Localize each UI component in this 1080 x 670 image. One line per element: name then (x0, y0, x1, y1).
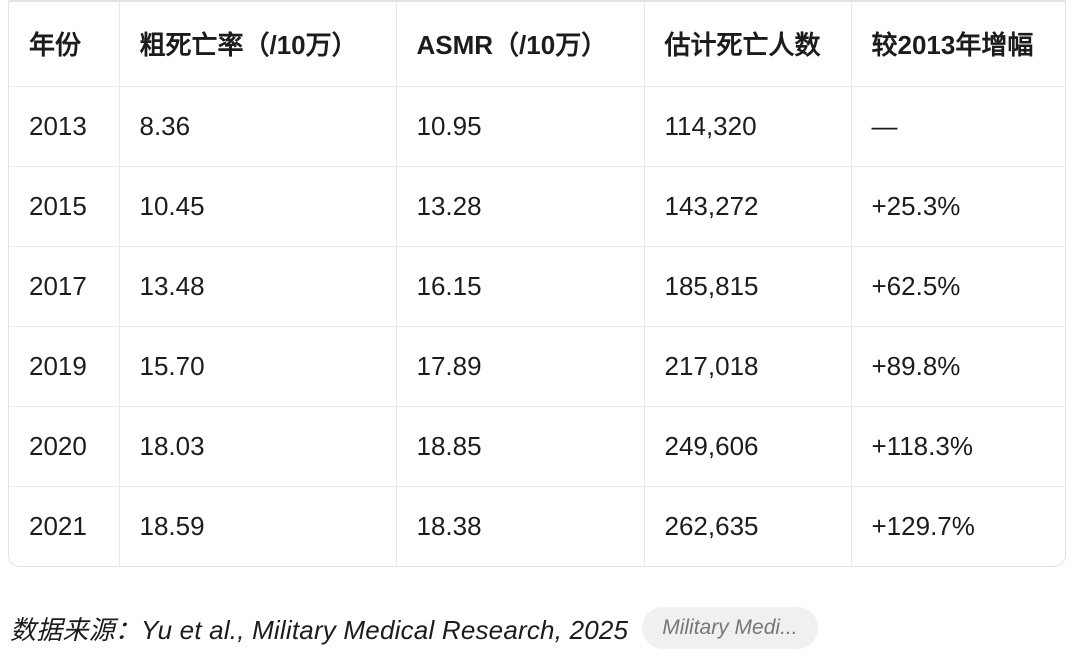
table-cell: +89.8% (851, 326, 1065, 407)
column-header: 估计死亡人数 (644, 2, 852, 87)
table-cell: 143,272 (644, 166, 852, 247)
table-cell: +25.3% (851, 166, 1065, 247)
table-cell: +62.5% (851, 246, 1065, 327)
table-cell: 18.38 (396, 486, 645, 566)
table-cell: 2017 (9, 246, 120, 327)
table-cell: 185,815 (644, 246, 852, 327)
table-row: 2021 18.59 18.38 262,635 +129.7% (9, 486, 1065, 566)
table-cell: 17.89 (396, 326, 645, 407)
citation-chip[interactable]: Military Medi... (642, 607, 818, 649)
table-row: 2017 13.48 16.15 185,815 +62.5% (9, 246, 1065, 327)
table-cell: 16.15 (396, 246, 645, 327)
table-cell: 13.48 (119, 246, 397, 327)
citation-chip-label: Military Medi... (662, 616, 798, 639)
table-row: 2019 15.70 17.89 217,018 +89.8% (9, 326, 1065, 407)
column-header: ASMR（/10万） (396, 2, 645, 87)
table-cell: 13.28 (396, 166, 645, 247)
mortality-data-table: 年份 粗死亡率（/10万） ASMR（/10万） 估计死亡人数 较2013年增幅 201… (9, 2, 1065, 566)
table-cell: 18.85 (396, 406, 645, 487)
table-cell: 249,606 (644, 406, 852, 487)
table-body: 2013 8.36 10.95 114,320—2015 10.45 13.28 143,2… (9, 86, 1065, 566)
table-cell: — (851, 86, 1065, 167)
table-cell: 10.95 (396, 86, 645, 167)
table-cell: 262,635 (644, 486, 852, 566)
table-row: 2015 10.45 13.28 143,272 +25.3% (9, 166, 1065, 247)
table-cell: 10.45 (119, 166, 397, 247)
table-row: 2020 18.03 18.85 249,606 +118.3% (9, 406, 1065, 487)
table-cell: 2013 (9, 86, 120, 167)
table-cell: 18.59 (119, 486, 397, 566)
table-header-row: 年份 粗死亡率（/10万） ASMR（/10万） 估计死亡人数 较2013年增幅 (9, 2, 1065, 87)
mortality-data-table-container: 年份 粗死亡率（/10万） ASMR（/10万） 估计死亡人数 较2013年增幅 201… (8, 0, 1066, 567)
table-cell: 18.03 (119, 406, 397, 487)
data-source-row: 数据来源：Yu et al., Military Medical Researc… (10, 602, 818, 654)
table-row: 2013 8.36 10.95 114,320— (9, 86, 1065, 167)
column-header: 年份 (9, 2, 120, 87)
column-header: 粗死亡率（/10万） (119, 2, 397, 87)
data-source-text: 数据来源：Yu et al., Military Medical Researc… (10, 614, 629, 645)
table-cell: 15.70 (119, 326, 397, 407)
table-header: 年份 粗死亡率（/10万） ASMR（/10万） 估计死亡人数 较2013年增幅 (9, 2, 1065, 87)
table-cell: 2015 (9, 166, 120, 247)
table-cell: +129.7% (851, 486, 1065, 566)
table-cell: 217,018 (644, 326, 852, 407)
table-cell: 2019 (9, 326, 120, 407)
table-cell: 2021 (9, 486, 120, 566)
table-cell: 114,320 (644, 86, 852, 167)
column-header: 较2013年增幅 (851, 2, 1065, 87)
table-cell: 8.36 (119, 86, 397, 167)
table-cell: +118.3% (851, 406, 1065, 487)
table-cell: 2020 (9, 406, 120, 487)
